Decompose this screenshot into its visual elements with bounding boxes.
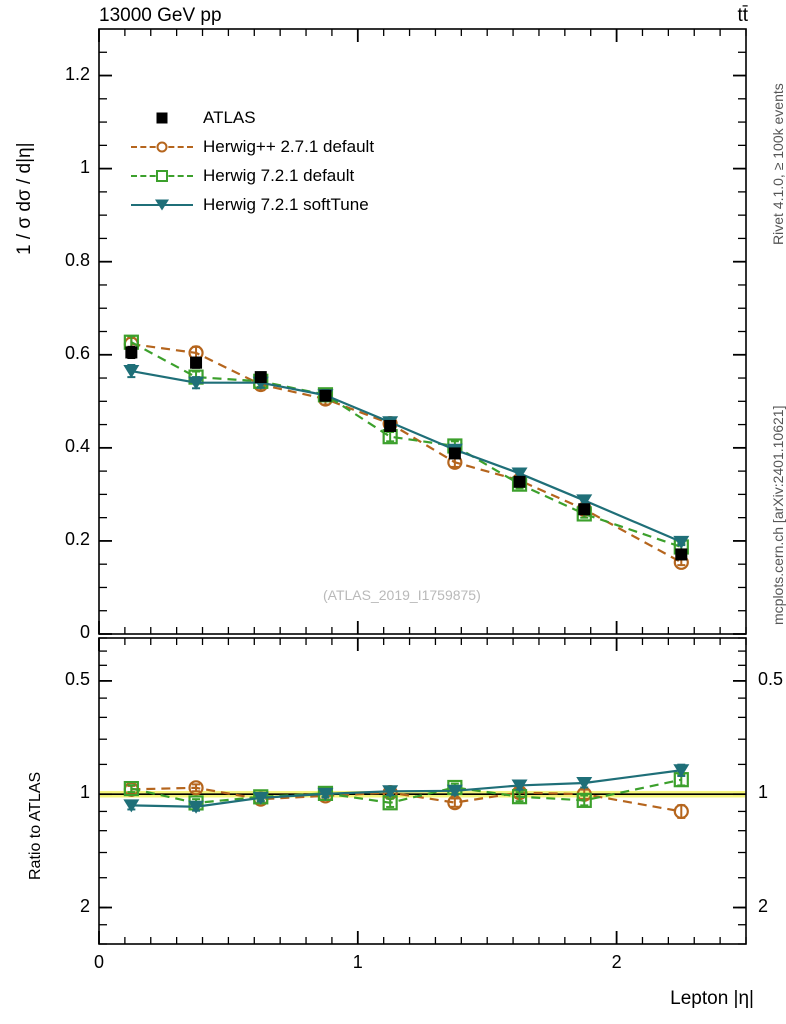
ratio-herwig-7-2-1-default-marker [576,792,592,808]
main-atlas-marker [513,475,526,488]
legend-label-herwig721-softtune: Herwig 7.2.1 softTune [203,194,369,214]
filled-square-icon [156,112,168,123]
ratio-y-ticklabel: 0.5 [64,668,90,689]
ratio-herwig-7-2-1-default-marker [123,780,139,797]
main-herwig-7-2-1-softtune-marker [123,365,140,379]
x-ticklabel: 2 [611,952,622,972]
x-ticklabel: 0 [93,952,104,972]
x-axis-title: Lepton |η| [670,988,754,1009]
legend-entry-atlas: ATLAS [131,103,374,132]
main-atlas-marker [675,548,688,561]
ratio-y-ticklabel-right: 0.5 [758,668,784,689]
open-circle-icon [156,141,168,152]
legend-key-atlas [131,107,193,129]
main-y-ticklabel: 0.6 [64,342,90,363]
legend: ATLAS Herwig++ 2.7.1 default Herwig 7.2.… [131,103,374,219]
main-atlas-marker [190,356,203,369]
ratio-herwig-7-2-1-softtune-marker [317,787,334,801]
open-square-icon [156,169,168,182]
main-herwig-2-7-1-default-line [131,342,682,564]
ratio-y-ticklabel: 2 [79,895,90,916]
header-process-label: tt̄ [737,5,748,26]
legend-key-herwig721-default [131,165,193,187]
main-panel-frame [98,28,747,635]
main-y-ticklabel: 0.2 [64,528,90,549]
filled-triangle-down-icon [155,199,169,210]
legend-key-herwigpp271 [131,136,193,158]
main-herwig-7-2-1-softtune-marker [511,467,528,481]
ratio-herwig-7-2-1-softtune-marker [252,791,269,805]
ratio-herwig-7-2-1-softtune-marker [123,799,140,813]
ratio-herwig-7-2-1-softtune-line [131,769,682,808]
main-herwig-7-2-1-default-line [130,341,682,549]
main-herwig-7-2-1-softtune-marker [576,494,593,508]
legend-label-atlas: ATLAS [203,107,256,127]
ratio-y-ticklabel-right: 2 [758,895,769,916]
ratio-herwig-7-2-1-softtune-marker [576,776,593,790]
main-atlas-marker [254,371,267,384]
legend-label-herwigpp271: Herwig++ 2.7.1 default [203,136,375,156]
ratio-herwig-7-2-1-softtune-marker [446,784,463,798]
legend-entry-herwig721-softtune: Herwig 7.2.1 softTune [131,190,374,219]
ratio-herwig-7-2-1-softtune-marker [382,785,399,799]
analysis-id-watermark: (ATLAS_2019_I1759875) [323,587,481,603]
main-herwig-7-2-1-softtune-marker [188,376,205,390]
main-y-ticklabel: 1 [79,156,90,177]
legend-label-herwig721-default: Herwig 7.2.1 default [203,165,355,185]
legend-entry-herwig721-default: Herwig 7.2.1 default [131,161,374,190]
main-atlas-marker [384,419,397,432]
legend-key-herwig721-softtune [131,194,193,216]
main-atlas-marker [319,389,332,402]
main-y-ticklabel: 0.4 [64,435,90,456]
main-atlas-marker [448,447,461,460]
ratio-herwig-2-7-1-default-marker [673,803,689,820]
ratio-y-ticklabel-right: 1 [758,782,769,803]
main-y-ticklabel: 0.8 [64,249,90,270]
main-atlas-marker [125,346,138,359]
ratio-y-ticklabel: 1 [79,782,90,803]
header-beam-label: 13000 GeV pp [99,5,222,26]
ratio-herwig-7-2-1-softtune-marker [511,779,528,793]
legend-entry-herwigpp271: Herwig++ 2.7.1 default [131,132,374,161]
ratio-herwig-7-2-1-softtune-marker [188,800,205,814]
main-herwig-7-2-1-softtune-marker [673,535,690,549]
ratio-panel-frame [98,637,747,945]
x-ticklabel: 1 [352,952,363,972]
ratio-herwig-7-2-1-softtune-marker [673,764,690,778]
main-atlas-marker [578,503,591,516]
main-y-ticklabel: 1.2 [64,63,90,84]
main-y-ticklabel: 0 [79,622,90,642]
ratio-herwig-2-7-1-default-marker [188,780,204,796]
